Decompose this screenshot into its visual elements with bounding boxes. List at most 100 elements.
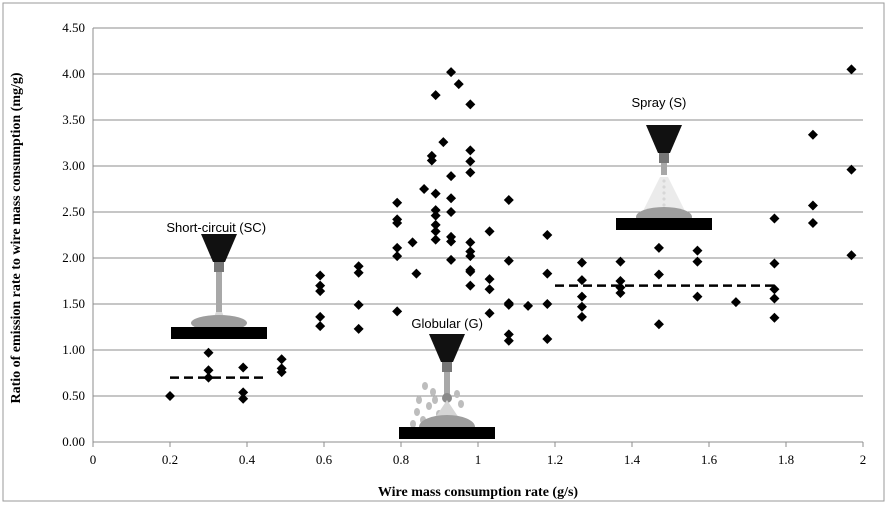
data-point: [769, 213, 780, 224]
x-tick-label: 0.4: [239, 452, 256, 467]
data-point: [542, 333, 553, 344]
data-point: [238, 393, 249, 404]
data-point: [653, 242, 664, 253]
data-point: [465, 156, 476, 167]
data-point: [353, 323, 364, 334]
x-tick-label: 0.6: [316, 452, 333, 467]
x-tick-label: 0: [90, 452, 97, 467]
data-point: [446, 207, 457, 217]
data-point: [353, 261, 364, 272]
workpiece-plate: [171, 327, 267, 339]
data-point: [484, 274, 495, 285]
data-point: [846, 64, 857, 75]
data-point: [165, 391, 175, 401]
data-point: [430, 234, 441, 245]
x-tick-label: 2: [860, 452, 867, 467]
data-point: [542, 299, 553, 309]
data-point: [484, 226, 495, 237]
data-point: [238, 387, 249, 398]
data-point: [542, 268, 553, 279]
data-point: [576, 291, 587, 302]
data-point: [807, 200, 818, 211]
data-point: [430, 226, 441, 237]
nozzle: [646, 125, 682, 153]
data-point: [430, 188, 441, 199]
spatter: [416, 396, 422, 404]
data-point: [446, 193, 457, 204]
y-tick-label: 3.50: [62, 112, 85, 127]
data-point: [846, 250, 857, 261]
data-point: [392, 242, 403, 253]
data-point: [465, 145, 476, 156]
nozzle: [429, 334, 465, 362]
data-point: [576, 275, 587, 286]
workpiece-plate: [616, 218, 712, 230]
data-point: [392, 218, 403, 229]
y-tick-label: 3.00: [62, 158, 85, 173]
y-tick-label: 1.50: [62, 296, 85, 311]
data-point: [315, 286, 326, 297]
data-point: [615, 256, 626, 267]
contact-tip: [214, 262, 224, 272]
data-point: [769, 312, 780, 323]
workpiece-plate: [399, 427, 495, 439]
x-axis-label: Wire mass consumption rate (g/s): [378, 485, 578, 500]
data-point: [484, 284, 495, 295]
x-tick-label: 0.8: [393, 452, 409, 467]
spray-cone: [642, 177, 686, 213]
data-point: [411, 268, 422, 279]
data-point: [438, 137, 449, 148]
axes: [92, 28, 864, 447]
data-points: [165, 64, 857, 404]
spatter: [430, 388, 436, 396]
data-point: [446, 254, 457, 265]
spatter: [422, 382, 428, 390]
y-tick-label: 2.50: [62, 204, 85, 219]
data-point: [392, 197, 403, 208]
data-point: [576, 311, 587, 322]
data-point: [465, 167, 476, 178]
data-point: [238, 362, 249, 373]
chart-text: Wire mass consumption rate (g/s) Ratio o…: [9, 20, 866, 500]
gridlines: [93, 27, 863, 397]
y-tick-label: 0.50: [62, 388, 85, 403]
y-tick-label: 0.00: [62, 434, 85, 449]
data-point: [503, 299, 514, 310]
y-tick-label: 4.50: [62, 20, 85, 35]
spatter: [426, 402, 432, 410]
data-point: [615, 287, 626, 298]
data-point: [692, 245, 703, 256]
welding-torch-spray-icon: [642, 125, 686, 213]
data-point: [692, 291, 703, 302]
data-point: [392, 251, 403, 262]
x-tick-label: 1.4: [624, 452, 641, 467]
data-point: [315, 311, 326, 322]
data-point: [315, 280, 326, 291]
data-point: [503, 335, 514, 346]
data-point: [203, 365, 214, 376]
data-point: [465, 237, 476, 248]
contact-tip: [659, 153, 669, 163]
data-point: [769, 293, 780, 304]
data-point: [315, 270, 326, 281]
x-tick-label: 0.2: [162, 452, 178, 467]
arc-cone: [435, 400, 459, 418]
data-point: [465, 99, 476, 110]
spatter: [454, 390, 460, 398]
wire: [216, 272, 222, 312]
data-point: [353, 267, 364, 278]
data-point: [503, 195, 514, 206]
data-point: [465, 280, 476, 291]
contact-tip: [442, 362, 452, 372]
spatter: [414, 408, 420, 416]
data-point: [430, 210, 441, 221]
data-point: [426, 155, 437, 166]
welding-torch-globular-icon: [410, 334, 465, 428]
spatter: [458, 400, 464, 408]
data-point: [203, 372, 214, 383]
data-point: [692, 256, 703, 267]
droplet: [442, 393, 452, 403]
data-point: [465, 266, 476, 277]
data-point: [615, 282, 626, 293]
